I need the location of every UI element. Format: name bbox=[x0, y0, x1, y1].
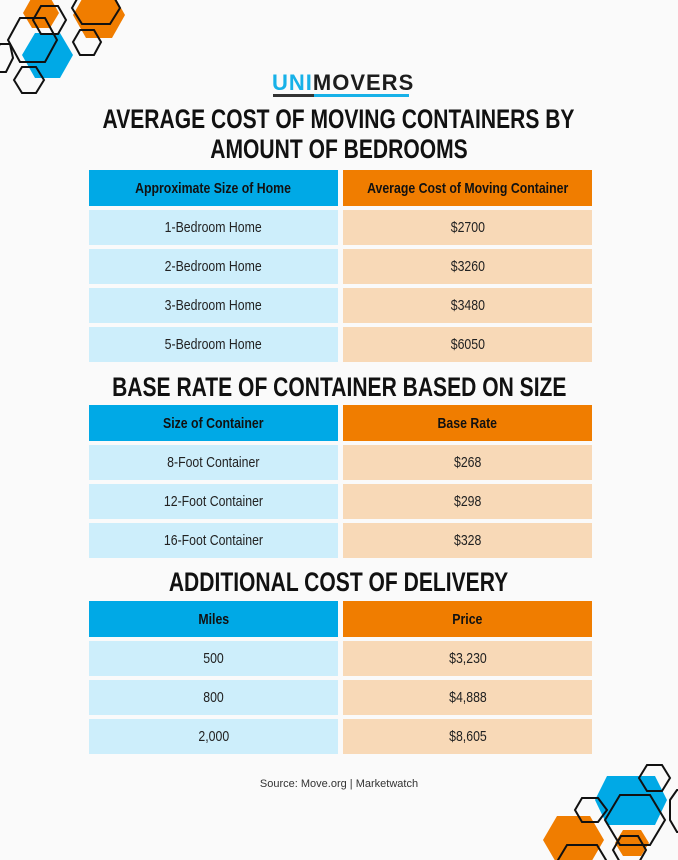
table-body: 8-Foot Container $268 12-Foot Container $29… bbox=[89, 445, 592, 558]
table-row: 12-Foot Container $298 bbox=[89, 484, 592, 519]
table-cell: $6050 bbox=[343, 327, 592, 362]
source-note: Source: Move.org | Marketwatch bbox=[259, 778, 419, 790]
logo-text-movers: MOVERS bbox=[312, 70, 415, 95]
header-text: Base Rate bbox=[437, 414, 498, 432]
table-cell: $268 bbox=[343, 445, 592, 480]
table-header: Miles Price bbox=[89, 601, 592, 637]
table-body: 1-Bedroom Home $2700 2-Bedroom Home $3260 3-… bbox=[89, 210, 592, 362]
table-cell: 5-Bedroom Home bbox=[89, 327, 338, 362]
table-cell: $328 bbox=[343, 523, 592, 558]
header-text: Size of Container bbox=[163, 414, 264, 432]
cell-text: 2,000 bbox=[198, 728, 229, 745]
cell-text: $2700 bbox=[450, 219, 485, 236]
cell-text: 5-Bedroom Home bbox=[164, 336, 263, 353]
table-cell: 2-Bedroom Home bbox=[89, 249, 338, 284]
title-line-1: AVERAGE COST OF MOVING CONTAINERS BY bbox=[103, 104, 575, 134]
hexagon-decoration-top-left bbox=[0, 0, 125, 94]
header-cell: Base Rate bbox=[343, 405, 592, 441]
table-cell: 3-Bedroom Home bbox=[89, 288, 338, 323]
table-cell: $298 bbox=[343, 484, 592, 519]
table-row: 2,000 $8,605 bbox=[89, 719, 592, 754]
table-cell: 500 bbox=[89, 641, 338, 676]
cell-text: 3-Bedroom Home bbox=[164, 297, 263, 314]
table-base-rate: Size of Container Base Rate 8-Foot Conta… bbox=[89, 405, 592, 562]
cell-text: 16-Foot Container bbox=[163, 532, 264, 549]
cell-text: 8-Foot Container bbox=[167, 454, 260, 471]
table-cell: 1-Bedroom Home bbox=[89, 210, 338, 245]
header-cell: Size of Container bbox=[89, 405, 338, 441]
table-cell: 800 bbox=[89, 680, 338, 715]
table-cell: $3480 bbox=[343, 288, 592, 323]
table-row: 8-Foot Container $268 bbox=[89, 445, 592, 480]
cell-text: $3480 bbox=[450, 297, 485, 314]
cell-text: $3260 bbox=[450, 258, 485, 275]
table-cell: $3,230 bbox=[343, 641, 592, 676]
table-cell: $2700 bbox=[343, 210, 592, 245]
header-text: Price bbox=[452, 610, 483, 628]
header-cell: Approximate Size of Home bbox=[89, 170, 338, 206]
cell-text: 1-Bedroom Home bbox=[164, 219, 263, 236]
table-row: 800 $4,888 bbox=[89, 680, 592, 715]
table-header: Size of Container Base Rate bbox=[89, 405, 592, 441]
cell-text: 2-Bedroom Home bbox=[164, 258, 263, 275]
cell-text: $328 bbox=[453, 532, 482, 549]
logo-text-uni: UNI bbox=[272, 70, 313, 95]
table-row: 5-Bedroom Home $6050 bbox=[89, 327, 592, 362]
table-row: 1-Bedroom Home $2700 bbox=[89, 210, 592, 245]
section-title-base-rate: BASE RATE OF CONTAINER BASED ON SIZE bbox=[0, 372, 678, 402]
cell-text: $4,888 bbox=[448, 689, 487, 706]
table-row: 500 $3,230 bbox=[89, 641, 592, 676]
header-cell: Price bbox=[343, 601, 592, 637]
section-title-delivery: ADDITIONAL COST OF DELIVERY bbox=[0, 567, 678, 597]
cell-text: $6050 bbox=[450, 336, 485, 353]
table-row: 2-Bedroom Home $3260 bbox=[89, 249, 592, 284]
table-cell: $3260 bbox=[343, 249, 592, 284]
section-title-bedrooms: AVERAGE COST OF MOVING CONTAINERS BY AMO… bbox=[0, 104, 678, 164]
table-cell: 16-Foot Container bbox=[89, 523, 338, 558]
header-cell: Average Cost of Moving Container bbox=[343, 170, 592, 206]
title-line-1: ADDITIONAL COST OF DELIVERY bbox=[169, 567, 509, 597]
cell-text: 800 bbox=[203, 689, 224, 706]
table-row: 16-Foot Container $328 bbox=[89, 523, 592, 558]
table-cell: 8-Foot Container bbox=[89, 445, 338, 480]
table-body: 500 $3,230 800 $4,888 2,000 $8,605 bbox=[89, 641, 592, 754]
header-cell: Miles bbox=[89, 601, 338, 637]
cell-text: 12-Foot Container bbox=[163, 493, 264, 510]
table-bedroom-cost: Approximate Size of Home Average Cost of… bbox=[89, 170, 592, 366]
table-cell: $4,888 bbox=[343, 680, 592, 715]
hexagon-decoration-bottom-right bbox=[543, 764, 678, 860]
title-line-1: BASE RATE OF CONTAINER BASED ON SIZE bbox=[111, 372, 567, 402]
cell-text: 500 bbox=[203, 650, 224, 667]
header-text: Average Cost of Moving Container bbox=[366, 179, 569, 197]
table-cell: $8,605 bbox=[343, 719, 592, 754]
cell-text: $268 bbox=[453, 454, 482, 471]
header-text: Approximate Size of Home bbox=[135, 179, 292, 197]
table-delivery-cost: Miles Price 500 $3,230 800 $4,888 2,000 $8,60… bbox=[89, 601, 592, 758]
header-text: Miles bbox=[198, 610, 229, 628]
table-header: Approximate Size of Home Average Cost of… bbox=[89, 170, 592, 206]
table-row: 3-Bedroom Home $3480 bbox=[89, 288, 592, 323]
cell-text: $8,605 bbox=[448, 728, 487, 745]
logo-underline bbox=[273, 94, 409, 97]
table-cell: 12-Foot Container bbox=[89, 484, 338, 519]
cell-text: $298 bbox=[453, 493, 482, 510]
table-cell: 2,000 bbox=[89, 719, 338, 754]
cell-text: $3,230 bbox=[448, 650, 487, 667]
unimovers-logo: UNIMOVERS bbox=[272, 70, 413, 96]
title-line-2: AMOUNT OF BEDROOMS bbox=[210, 134, 468, 164]
